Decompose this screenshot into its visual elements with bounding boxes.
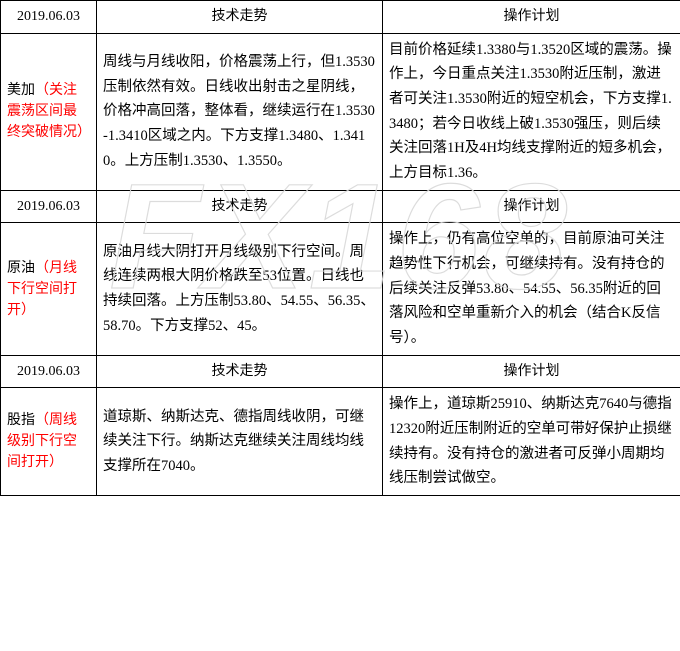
table-row: 原油（月线下行空间打开） 原油月线大阴打开月线级别下行空间。周线连续两根大阴价格…	[1, 223, 680, 355]
instrument-name: 股指	[7, 413, 35, 428]
instrument-cell: 原油（月线下行空间打开）	[1, 223, 97, 355]
table-row: 2019.06.03 技术走势 操作计划	[1, 190, 680, 223]
date-cell: 2019.06.03	[1, 190, 97, 223]
header-plan: 操作计划	[383, 190, 680, 223]
header-tech: 技术走势	[97, 190, 383, 223]
table-row: 2019.06.03 技术走势 操作计划	[1, 1, 680, 34]
plan-cell: 操作上，仍有高位空单的，目前原油可关注趋势性下行机会，可继续持有。没有持仓的后续…	[383, 223, 680, 355]
instrument-name: 美加	[7, 83, 35, 98]
instrument-cell: 股指（周线级别下行空间打开）	[1, 388, 97, 496]
header-tech: 技术走势	[97, 355, 383, 388]
tech-cell: 道琼斯、纳斯达克、德指周线收阴，可继续关注下行。纳斯达克继续关注周线均线支撑所在…	[97, 388, 383, 496]
table-row: 股指（周线级别下行空间打开） 道琼斯、纳斯达克、德指周线收阴，可继续关注下行。纳…	[1, 388, 680, 496]
date-cell: 2019.06.03	[1, 1, 97, 34]
header-tech: 技术走势	[97, 1, 383, 34]
tech-cell: 原油月线大阴打开月线级别下行空间。周线连续两根大阴价格跌至53位置。日线也持续回…	[97, 223, 383, 355]
analysis-table: 2019.06.03 技术走势 操作计划 美加（关注震荡区间最终突破情况） 周线…	[0, 0, 680, 496]
plan-cell: 目前价格延续1.3380与1.3520区域的震荡。操作上，今日重点关注1.353…	[383, 33, 680, 190]
date-cell: 2019.06.03	[1, 355, 97, 388]
instrument-cell: 美加（关注震荡区间最终突破情况）	[1, 33, 97, 190]
table-row: 美加（关注震荡区间最终突破情况） 周线与月线收阳，价格震荡上行，但1.3530压…	[1, 33, 680, 190]
header-plan: 操作计划	[383, 1, 680, 34]
plan-cell: 操作上，道琼斯25910、纳斯达克7640与德指12320附近压制附近的空单可带…	[383, 388, 680, 496]
instrument-name: 原油	[7, 261, 35, 276]
table-row: 2019.06.03 技术走势 操作计划	[1, 355, 680, 388]
header-plan: 操作计划	[383, 355, 680, 388]
tech-cell: 周线与月线收阳，价格震荡上行，但1.3530压制依然有效。日线收出射击之星阴线，…	[97, 33, 383, 190]
